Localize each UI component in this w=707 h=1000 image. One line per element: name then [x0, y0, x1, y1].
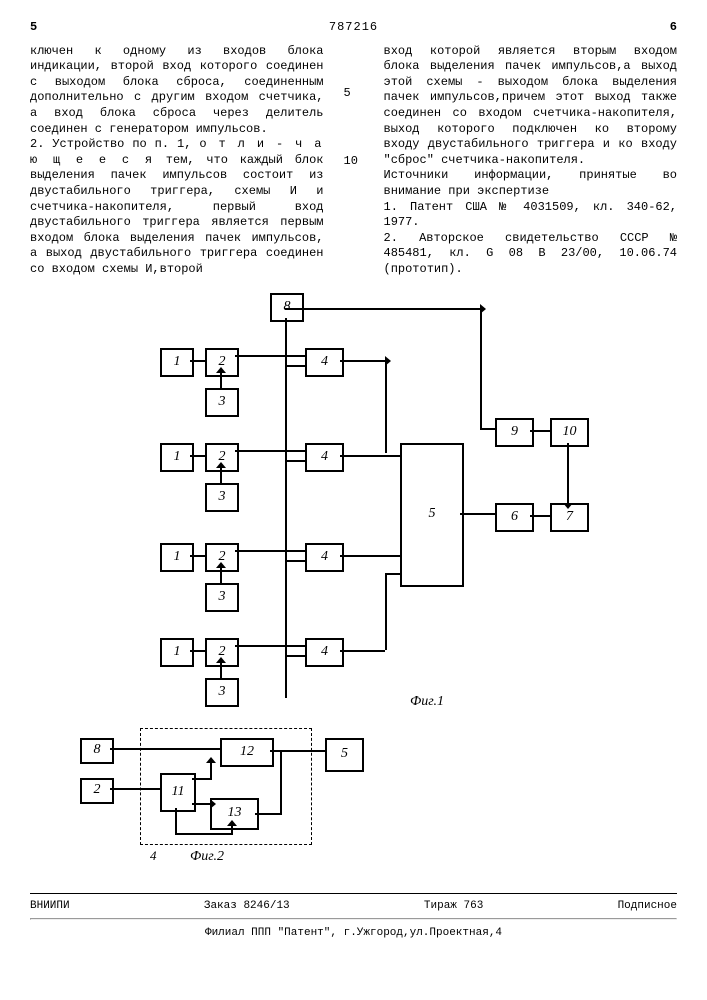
footer-sub: Подписное: [618, 899, 677, 913]
fig1-l-4d-5: [385, 573, 400, 575]
fig1-l-1b-2b: [190, 455, 205, 457]
fig1-l-9in: [480, 428, 495, 430]
fig1-l-2d-4d-top: [235, 645, 305, 647]
fig1-l-bus-4c: [285, 560, 305, 562]
right-column: вход которой является вторым входом блок…: [384, 44, 678, 278]
fig1-box-9: 9: [495, 418, 534, 447]
page-header: 5 787216 6: [30, 20, 677, 36]
fig1-l-4d-5v: [385, 573, 387, 650]
left-column: ключен к одному из входов блока индикаци…: [30, 44, 324, 278]
col-right-p1: вход которой является вторым входом блок…: [384, 44, 678, 167]
fig2-l-13-11h: [175, 833, 233, 835]
fig1-l-9-10: [530, 430, 550, 432]
fig2-l-11-12v: [210, 763, 212, 780]
fig1-l-2a-4a-top: [235, 355, 305, 357]
footer-org: ВНИИПИ: [30, 899, 70, 913]
fig1-l-2c-4c-top: [235, 550, 305, 552]
fig1-l-3b-2b: [220, 468, 222, 483]
fig1-box-4b: 4: [305, 443, 344, 472]
fig1-l-8-9h: [285, 308, 480, 310]
fig1-box-4d: 4: [305, 638, 344, 667]
fig1-l-bus-4b: [285, 460, 305, 462]
fig1-box-1d: 1: [160, 638, 194, 667]
mark-5: 5: [344, 86, 351, 102]
fig1-l-3a-2a: [220, 373, 222, 388]
fig2-l-13-11u: [231, 826, 233, 835]
fig2-label: Фиг.2: [190, 848, 224, 866]
fig1-l-1d-2d: [190, 650, 205, 652]
footer-order: Заказ 8246/13: [204, 899, 290, 913]
footer-tirazh: Тираж 763: [424, 899, 483, 913]
col-left-p2-lead: 2. Устройство по п. 1,: [30, 137, 199, 151]
fig2-l-13-12h: [255, 813, 282, 815]
col-left-p1: ключен к одному из входов блока индикаци…: [30, 44, 324, 136]
fig1-l-4a-5v: [385, 360, 387, 453]
fig1-l-bus-4d: [285, 655, 305, 657]
figure-2: 8 2 11 12 13 5 4 Фиг.2: [80, 728, 380, 878]
fig1-l-3c-2c: [220, 568, 222, 583]
fig1-l-1a-2a: [190, 360, 205, 362]
fig1-box-1b: 1: [160, 443, 194, 472]
fig1-l-8-9v: [480, 308, 482, 428]
fig1-box-10: 10: [550, 418, 589, 447]
fig1-box-3d: 3: [205, 678, 239, 707]
fig1-l-4d-5h: [340, 650, 385, 652]
fig2-l-11-13: [192, 803, 210, 805]
fig2-box-12: 12: [220, 738, 274, 767]
fig2-box-8: 8: [80, 738, 114, 764]
fig2-box-5: 5: [325, 738, 364, 772]
fig1-box-4c: 4: [305, 543, 344, 572]
fig2-box-4-label: 4: [150, 848, 157, 865]
page-num-right: 6: [670, 20, 677, 36]
fig1-box-1a: 1: [160, 348, 194, 377]
text-columns: ключен к одному из входов блока индикаци…: [30, 44, 677, 278]
fig1-l-4c-5: [340, 555, 400, 557]
source-2: 2. Авторское свидетельство СССР № 485481…: [384, 231, 678, 276]
fig1-box-1c: 1: [160, 543, 194, 572]
fig1-l-6-7: [530, 515, 550, 517]
page-num-left: 5: [30, 20, 37, 36]
fig1-label: Фиг.1: [410, 693, 444, 711]
fig2-l-12-5: [270, 750, 325, 752]
line-marks: 5 10: [344, 44, 364, 278]
fig1-l-5-6: [460, 513, 495, 515]
document-number: 787216: [329, 20, 378, 36]
footer-row-1: ВНИИПИ Заказ 8246/13 Тираж 763 Подписное: [30, 899, 677, 913]
fig2-l-13-11v: [175, 808, 177, 833]
fig1-box-6: 6: [495, 503, 534, 532]
fig1-line-8-bus: [285, 318, 287, 698]
fig1-box-5: 5: [400, 443, 464, 587]
fig1-l-bus-4a: [285, 365, 305, 367]
fig1-box-3c: 3: [205, 583, 239, 612]
fig1-l-2b-4b-top: [235, 450, 305, 452]
col-left-p2-rest: тем, что каждый блок выделения пачек имп…: [30, 153, 324, 276]
footer-branch: Филиал ППП "Патент", г.Ужгород,ул.Проект…: [30, 926, 677, 940]
fig1-box-3b: 3: [205, 483, 239, 512]
figure-1: 8 1 2 3 4 1 2 3 4 1 2 3 4 1 2 3 4 5 9 10: [160, 293, 610, 723]
footer: ВНИИПИ Заказ 8246/13 Тираж 763 Подписное…: [30, 893, 677, 941]
fig1-l-1c-2c: [190, 555, 205, 557]
fig2-box-2: 2: [80, 778, 114, 804]
fig2-l-11-12h: [192, 778, 212, 780]
fig1-box-3a: 3: [205, 388, 239, 417]
source-1: 1. Патент США № 4031509, кл. 340-62, 197…: [384, 200, 678, 230]
fig1-l-10-7: [567, 443, 569, 503]
mark-10: 10: [344, 154, 358, 170]
fig1-l-4b-5: [340, 455, 400, 457]
fig2-l-12-13v: [280, 750, 282, 813]
sources-title: Источники информации, принятые во вниман…: [384, 168, 678, 198]
fig2-box-11: 11: [160, 773, 196, 812]
fig1-box-4a: 4: [305, 348, 344, 377]
fig1-l-4a-5: [340, 360, 385, 362]
fig1-l-3d-2d: [220, 663, 222, 678]
